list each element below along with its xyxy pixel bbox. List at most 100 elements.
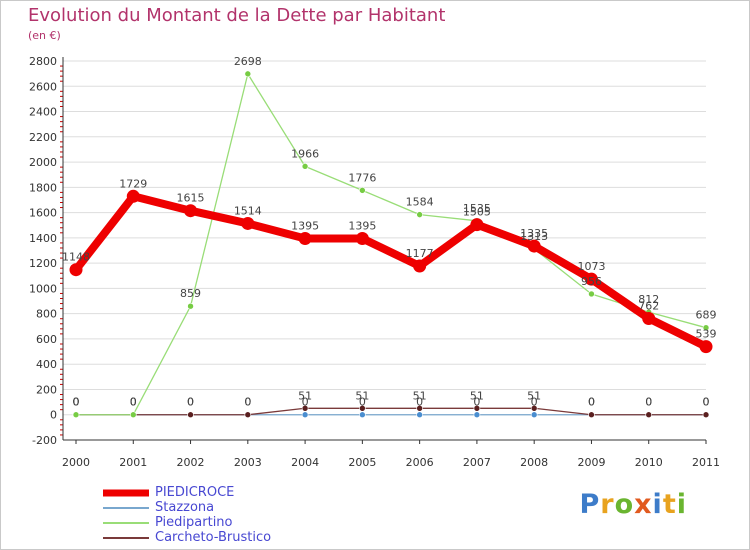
- data-label: 0: [130, 396, 137, 409]
- legend-label: Piedipartino: [155, 515, 233, 530]
- data-point: [244, 70, 252, 78]
- brand-letter: t: [662, 489, 677, 520]
- data-point: [241, 216, 255, 230]
- data-label: 539: [696, 328, 717, 341]
- data-label: 0: [187, 396, 194, 409]
- data-label: 2698: [234, 55, 262, 68]
- data-point: [359, 187, 366, 194]
- brand-letter: x: [634, 489, 653, 520]
- data-label: 51: [298, 389, 312, 402]
- data-label: 1584: [406, 196, 434, 209]
- data-label: 51: [527, 389, 541, 402]
- y-tick-label: 200: [36, 383, 57, 396]
- series-line: [76, 73, 707, 416]
- data-label: 689: [696, 309, 717, 322]
- data-point: [527, 239, 541, 253]
- data-point: [301, 411, 309, 419]
- x-tick-label: 2002: [177, 456, 205, 469]
- y-tick-label: 600: [36, 333, 57, 346]
- y-tick-label: 1200: [29, 257, 57, 270]
- legend-label: Stazzona: [155, 500, 215, 515]
- legend-label: Carcheto-Brustico: [155, 530, 272, 545]
- data-point: [69, 263, 83, 277]
- data-point: [473, 404, 481, 412]
- data-point: [584, 272, 598, 286]
- data-label: 1148: [62, 251, 90, 264]
- chart-subtitle: (en €): [28, 29, 61, 42]
- data-point: [359, 404, 366, 412]
- data-label: 1729: [119, 177, 147, 190]
- data-label: 1615: [177, 192, 205, 205]
- y-tick-label: 800: [36, 308, 57, 321]
- data-label: 0: [645, 396, 652, 409]
- data-point: [699, 340, 713, 354]
- y-tick-label: 1400: [29, 232, 57, 245]
- data-label: 51: [355, 389, 369, 402]
- y-tick-label: 2200: [29, 131, 57, 144]
- data-label: 0: [187, 396, 194, 409]
- x-tick-label: 2001: [119, 456, 147, 469]
- data-label: 1395: [348, 219, 376, 232]
- legend-item: Carcheto-Brustico: [103, 530, 271, 545]
- brand-letter: i: [676, 489, 687, 520]
- data-point: [359, 411, 366, 419]
- data-label: 0: [302, 396, 309, 409]
- x-tick-label: 2003: [234, 456, 262, 469]
- data-point: [416, 404, 423, 412]
- data-label: 0: [703, 396, 710, 409]
- data-label: 0: [645, 396, 652, 409]
- x-tick-label: 2005: [348, 456, 376, 469]
- data-label: 762: [638, 299, 659, 312]
- data-point: [588, 290, 595, 298]
- data-label: 1966: [291, 147, 319, 160]
- brand-logo: Proxiti: [579, 489, 687, 520]
- data-label: 1395: [291, 219, 319, 232]
- y-tick-label: 2000: [29, 156, 57, 169]
- data-point: [187, 302, 194, 310]
- data-label: 0: [130, 396, 137, 409]
- data-label: 812: [638, 293, 659, 306]
- chart-legend: PIEDICROCE Stazzona Piedipartino Carcheto-B…: [103, 485, 271, 545]
- x-tick-label: 2011: [692, 456, 720, 469]
- data-label: 0: [359, 396, 366, 409]
- legend-swatch: [103, 506, 149, 509]
- data-label: 0: [73, 396, 80, 409]
- data-label: 0: [473, 396, 480, 409]
- brand-letter: i: [652, 489, 663, 520]
- data-point: [702, 411, 710, 419]
- data-point: [588, 411, 595, 419]
- data-point: [301, 404, 309, 412]
- data-point: [298, 231, 312, 245]
- brand-letter: P: [579, 489, 601, 520]
- legend-item: PIEDICROCE: [103, 485, 271, 500]
- data-point: [126, 189, 140, 203]
- data-label: 0: [416, 396, 423, 409]
- data-point: [470, 218, 484, 232]
- data-point: [530, 411, 538, 419]
- data-label: 0: [244, 396, 251, 409]
- data-label: 956: [581, 275, 602, 288]
- y-tick-label: 2600: [29, 80, 57, 93]
- data-point: [416, 211, 423, 218]
- series-line: [76, 407, 706, 416]
- data-label: 1313: [520, 230, 548, 243]
- x-tick-label: 2000: [62, 456, 90, 469]
- brand-letter: r: [600, 489, 615, 520]
- y-tick-label: -200: [32, 434, 57, 447]
- data-label: 1514: [234, 204, 262, 217]
- x-tick-label: 2004: [291, 456, 319, 469]
- x-tick-label: 2010: [635, 456, 663, 469]
- data-label: 0: [244, 396, 251, 409]
- x-tick-label: 2009: [577, 456, 605, 469]
- data-point: [355, 231, 369, 245]
- data-point: [184, 204, 198, 218]
- series-line: [72, 192, 708, 351]
- legend-item: Piedipartino: [103, 515, 271, 530]
- x-tick-label: 2006: [406, 456, 434, 469]
- data-label: 1776: [348, 171, 376, 184]
- data-label: 51: [413, 389, 427, 402]
- data-label: 0: [703, 396, 710, 409]
- y-tick-label: 2800: [29, 55, 57, 68]
